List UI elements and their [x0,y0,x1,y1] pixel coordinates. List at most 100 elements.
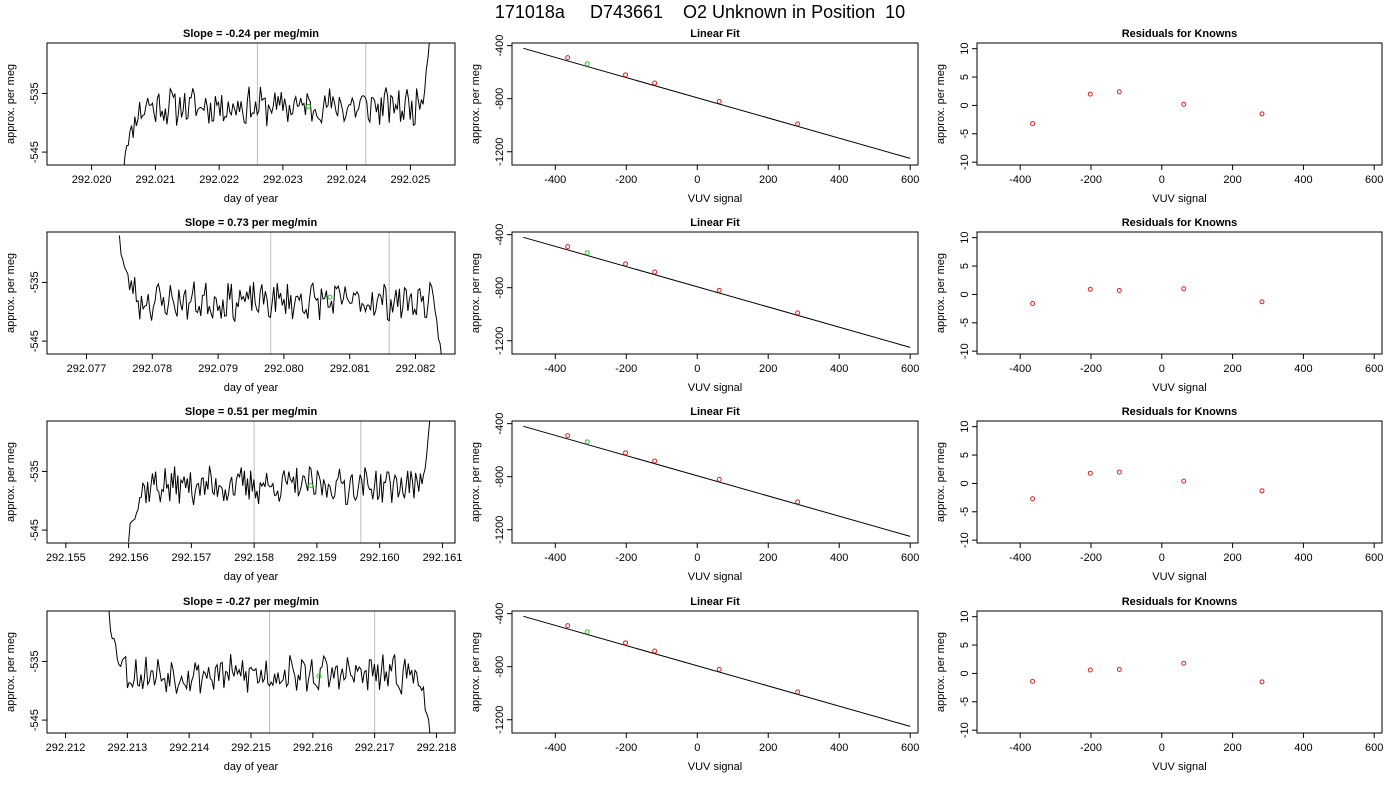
x-tick-label: 600 [901,363,919,375]
known-point [716,98,722,104]
y-tick-label: 5 [959,263,971,269]
x-tick-label: 292.080 [264,363,304,375]
x-axis-label: VUV signal [688,571,742,583]
known-point [795,310,801,316]
y-axis-label: approx. per meg [5,253,17,333]
unknown-point [584,439,590,445]
y-tick-label: -545 [29,330,41,352]
known-point [652,458,658,464]
known-point [795,689,801,695]
x-tick-label: 292.218 [417,742,457,754]
panel-title: Linear Fit [690,596,740,608]
x-tick-label: 292.155 [46,552,86,564]
x-tick-label: 292.025 [390,174,430,186]
x-tick-label: 292.023 [263,174,303,186]
y-tick-label: 10 [959,421,971,433]
y-tick-label: -800 [494,277,506,299]
known-point [565,623,571,629]
x-tick-label: 400 [830,174,848,186]
x-tick-label: 292.078 [132,363,172,375]
y-tick-label: -5 [959,318,971,328]
y-tick-label: -535 [29,460,41,482]
known-point [1259,111,1265,117]
x-tick-label: 0 [1159,742,1165,754]
plot-area [1030,660,1265,685]
x-axis-label: day of year [224,571,279,583]
unknown-point [584,250,590,256]
known-point [1087,667,1093,673]
x-tick-label: -200 [615,552,637,564]
y-tick-label: -10 [959,343,971,359]
x-axis-label: day of year [224,382,279,394]
x-axis-label: day of year [224,193,279,205]
plot-frame [46,231,456,355]
y-tick-label: 5 [959,452,971,458]
x-tick-label: 292.157 [171,552,211,564]
y-axis-label: approx. per meg [935,442,947,522]
known-point [652,648,658,654]
y-tick-label: -1200 [494,516,506,544]
x-tick-label: 0 [1159,363,1165,375]
x-axis-label: day of year [224,761,279,773]
y-tick-label: -800 [494,656,506,678]
known-point [1259,488,1265,494]
y-tick-label: -5 [959,697,971,707]
panel-title: Residuals for Knowns [1122,28,1238,40]
x-tick-label: 400 [830,552,848,564]
y-tick-label: -10 [959,722,971,738]
plot-frame [46,610,456,734]
x-tick-label: -400 [544,552,566,564]
y-axis-label: approx. per meg [5,64,17,144]
known-point [1181,660,1187,666]
y-tick-label: -10 [959,532,971,548]
x-axis-label: VUV signal [1152,761,1206,773]
known-point [652,269,658,275]
y-axis-label: approx. per meg [470,64,482,144]
unknown-point [327,294,333,300]
x-tick-label: -400 [544,174,566,186]
y-tick-label: -800 [494,466,506,488]
known-point [716,476,722,482]
x-axis-label: VUV signal [1152,193,1206,205]
x-tick-label: 0 [1159,552,1165,564]
known-point [565,433,571,439]
y-tick-label: -535 [29,271,41,293]
y-tick-label: 5 [959,74,971,80]
plot-area [523,47,911,159]
y-tick-label: -545 [29,141,41,163]
x-tick-label: 0 [694,174,700,186]
x-tick-label: 292.215 [231,742,271,754]
y-tick-label: 0 [959,670,971,676]
y-tick-label: -1200 [494,706,506,734]
plot-frame [511,231,919,355]
known-point [1030,121,1036,127]
x-tick-label: -200 [1080,174,1102,186]
x-tick-label: 292.082 [396,363,436,375]
plot-area [523,236,911,348]
x-tick-label: -400 [1009,742,1031,754]
x-tick-label: 292.217 [355,742,395,754]
x-tick-label: 292.079 [198,363,238,375]
x-tick-label: 200 [1223,742,1241,754]
known-point [565,244,571,250]
unknown-point [584,61,590,67]
x-tick-label: 0 [694,742,700,754]
x-axis-label: VUV signal [1152,571,1206,583]
data-series-line [123,43,430,165]
x-tick-label: 400 [830,742,848,754]
known-point [565,55,571,61]
known-point [716,287,722,293]
known-point [623,261,629,267]
fit-line [523,615,911,727]
plot-frame [46,420,456,544]
x-tick-label: 292.156 [109,552,149,564]
x-tick-label: 200 [759,742,777,754]
known-point [652,80,658,86]
y-tick-label: -545 [29,709,41,731]
y-tick-label: 0 [959,102,971,108]
plot-frame [511,42,919,166]
x-tick-label: 292.158 [234,552,274,564]
unknown-point [308,483,314,489]
x-tick-label: -200 [1080,363,1102,375]
